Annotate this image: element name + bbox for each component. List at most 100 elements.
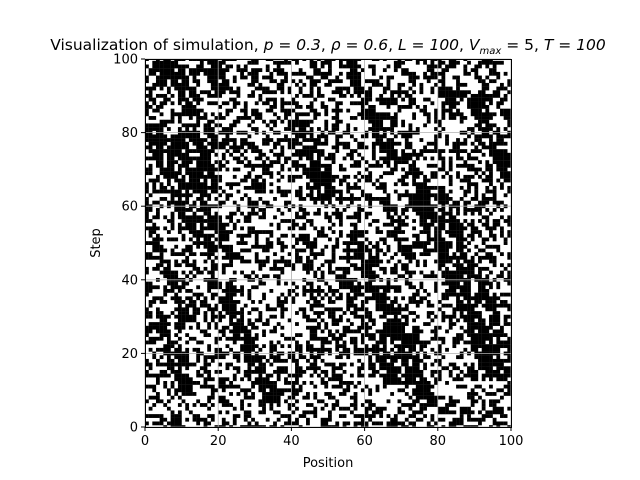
occupied-cell (225, 252, 230, 257)
occupied-cell (148, 149, 153, 153)
occupied-cell (496, 75, 501, 80)
occupied-cell (503, 333, 508, 337)
occupied-cell (185, 182, 190, 187)
occupied-cell (280, 108, 285, 113)
occupied-cell (419, 197, 424, 201)
occupied-cell (295, 285, 299, 290)
occupied-cell (291, 296, 296, 301)
occupied-cell (203, 244, 208, 249)
occupied-cell (456, 307, 460, 312)
occupied-cell (456, 233, 460, 238)
occupied-cell (404, 156, 409, 161)
occupied-cell (349, 152, 354, 157)
occupied-cell (181, 388, 186, 393)
occupied-cell (276, 355, 281, 360)
occupied-cell (349, 197, 354, 201)
occupied-cell (434, 281, 438, 286)
occupied-cell (349, 185, 354, 190)
occupied-cell (280, 255, 285, 260)
occupied-cell (386, 116, 391, 120)
occupied-cell (148, 127, 153, 131)
occupied-cell (485, 366, 490, 371)
occupied-cell (500, 171, 504, 176)
occupied-cell (236, 219, 241, 223)
occupied-cell (324, 108, 329, 113)
occupied-cell (426, 311, 431, 315)
occupied-cell (320, 197, 325, 201)
occupied-cell (203, 355, 208, 360)
occupied-cell (397, 86, 402, 91)
occupied-cell (357, 248, 362, 253)
occupied-cell (243, 414, 248, 418)
occupied-cell (159, 421, 164, 426)
occupied-cell (309, 127, 314, 131)
occupied-cell (397, 156, 402, 161)
occupied-cell (430, 174, 435, 179)
occupied-cell (265, 358, 270, 363)
occupied-cell (214, 90, 219, 95)
occupied-cell (485, 145, 490, 150)
occupied-cell (492, 141, 497, 146)
occupied-cell (298, 388, 303, 393)
occupied-cell (404, 377, 409, 382)
occupied-cell (357, 219, 362, 223)
occupied-cell (145, 86, 149, 91)
occupied-cell (166, 178, 171, 183)
occupied-cell (152, 134, 157, 139)
occupied-cell (163, 403, 168, 407)
occupied-cell (375, 406, 380, 411)
occupied-cell (192, 90, 197, 95)
occupied-cell (177, 358, 182, 363)
occupied-cell (459, 230, 464, 234)
occupied-cell (247, 163, 252, 168)
occupied-cell (225, 222, 230, 227)
occupied-cell (159, 355, 164, 360)
occupied-cell (500, 362, 504, 367)
occupied-cell (240, 292, 244, 297)
occupied-cell (397, 289, 402, 293)
occupied-cell (236, 149, 241, 153)
occupied-cell (284, 307, 288, 312)
occupied-cell (254, 366, 259, 371)
occupied-cell (445, 93, 449, 98)
occupied-cell (386, 366, 391, 371)
occupied-cell (467, 185, 471, 190)
occupied-cell (262, 366, 266, 371)
occupied-cell (401, 263, 406, 268)
occupied-cell (368, 119, 373, 124)
occupied-cell (452, 222, 457, 227)
occupied-cell (441, 174, 446, 179)
occupied-cell (320, 226, 325, 231)
occupied-cell (503, 193, 508, 198)
occupied-cell (232, 252, 237, 257)
occupied-cell (163, 97, 168, 102)
occupied-cell (309, 193, 314, 198)
occupied-cell (192, 182, 197, 187)
occupied-cell (174, 193, 179, 198)
occupied-cell (500, 167, 504, 172)
occupied-cell (423, 226, 427, 231)
occupied-cell (393, 414, 398, 418)
occupied-cell (335, 296, 340, 301)
occupied-cell (177, 421, 182, 426)
occupied-cell (328, 362, 332, 367)
occupied-cell (251, 369, 255, 374)
occupied-cell (463, 406, 468, 411)
occupied-cell (221, 189, 226, 194)
occupied-cell (218, 311, 223, 315)
occupied-cell (463, 270, 468, 275)
occupied-cell (313, 303, 318, 308)
occupied-cell (243, 329, 248, 334)
occupied-cell (328, 307, 332, 312)
occupied-cell (309, 138, 314, 142)
occupied-cell (437, 193, 442, 198)
occupied-cell (166, 167, 171, 172)
occupied-cell (251, 163, 255, 168)
occupied-cell (207, 252, 212, 257)
occupied-cell (155, 395, 160, 400)
occupied-cell (489, 226, 493, 231)
occupied-cell (419, 403, 424, 407)
occupied-cell (492, 226, 497, 231)
occupied-cell (309, 189, 314, 194)
occupied-cell (145, 340, 149, 345)
